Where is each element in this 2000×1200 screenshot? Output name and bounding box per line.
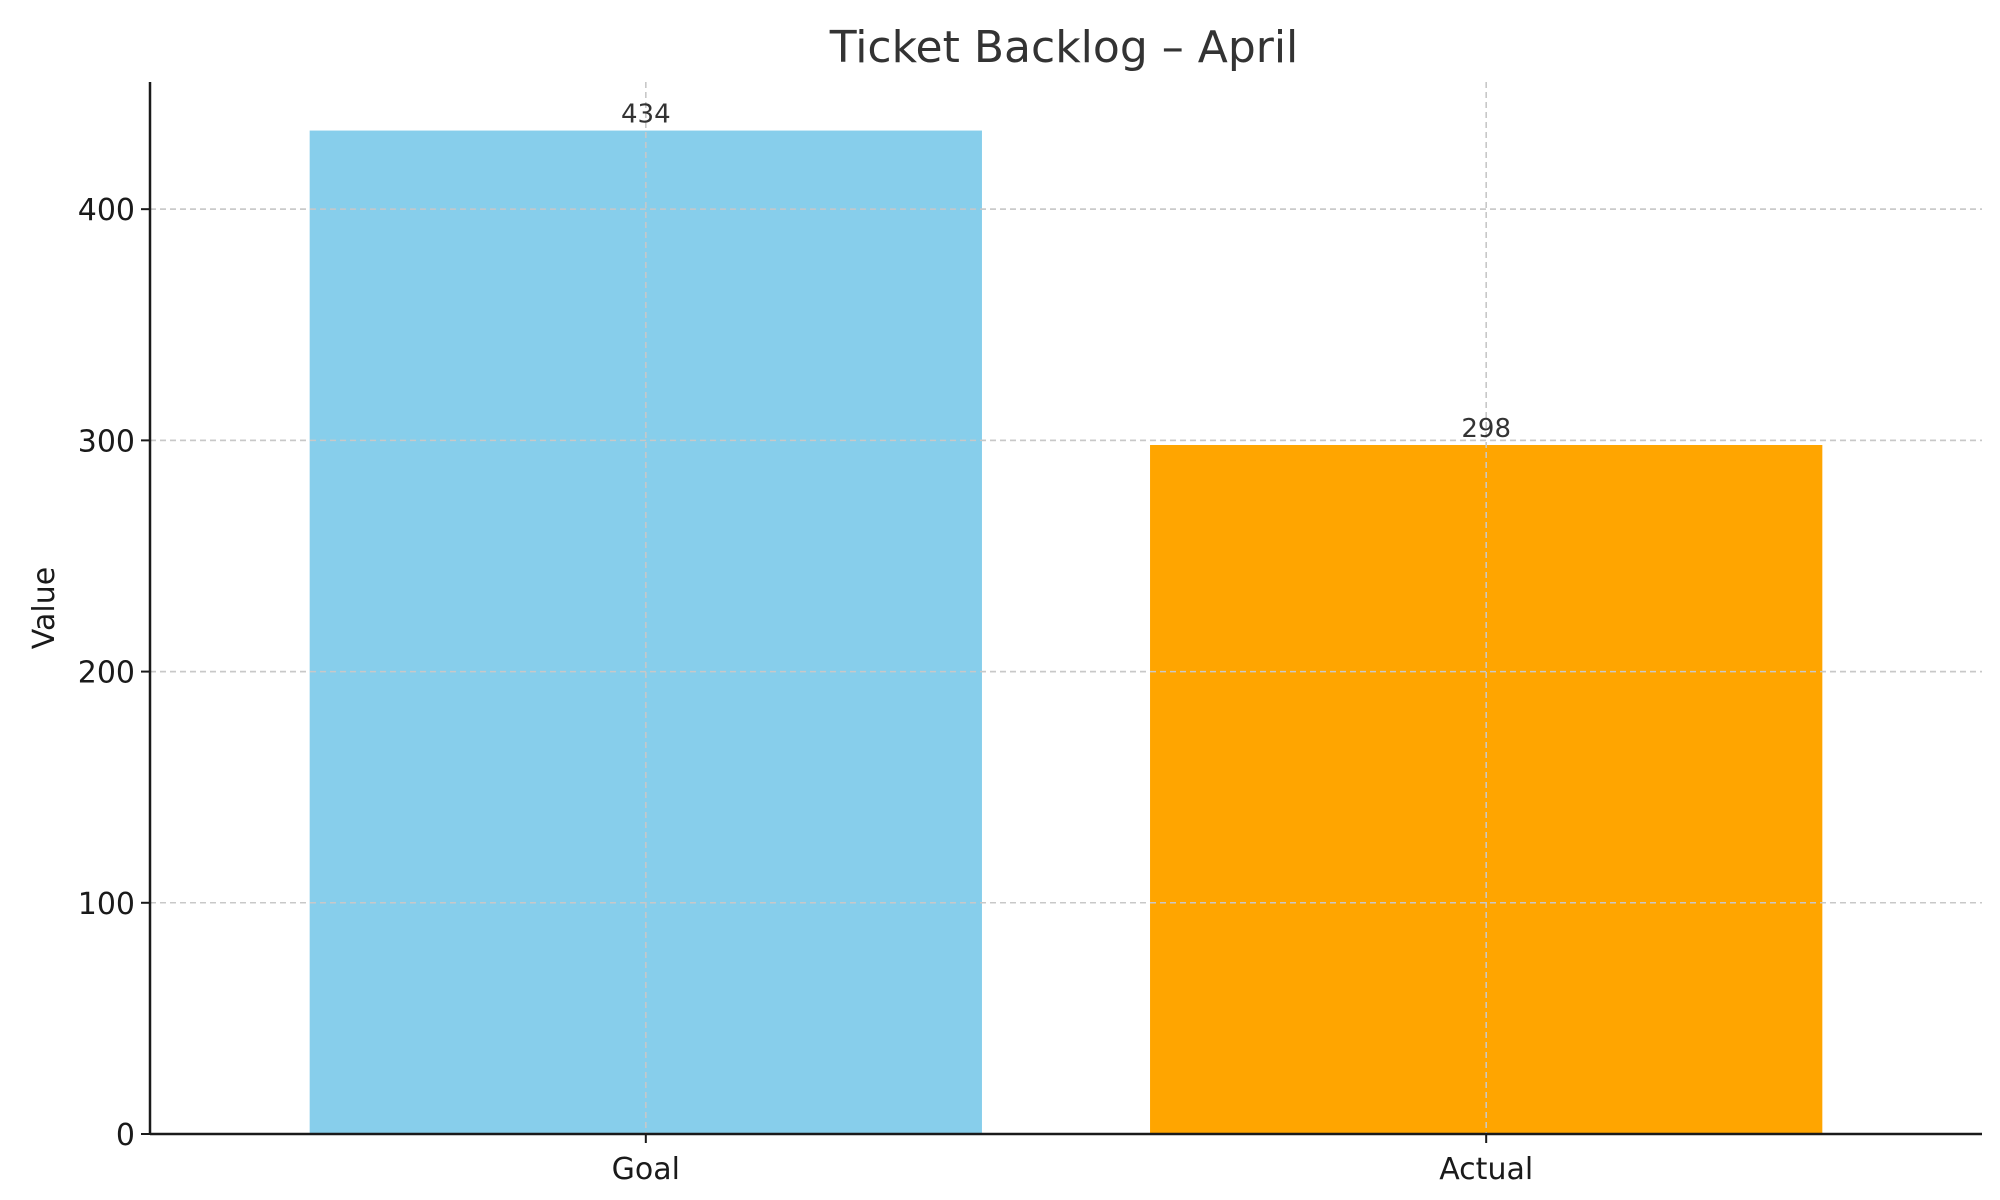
data-label-actual: 298 (1461, 414, 1511, 444)
y-tick-label: 200 (78, 656, 135, 691)
bar-actual (1150, 444, 1823, 1134)
x-tick-label-actual: Actual (1439, 1152, 1533, 1187)
data-label-goal: 434 (621, 100, 671, 130)
y-tick-label: 100 (78, 887, 135, 922)
chart-title: Ticket Backlog – April (829, 22, 1299, 73)
y-tick-label: 300 (78, 424, 135, 459)
bars (150, 82, 1982, 1135)
y-tick-label: 0 (116, 1118, 135, 1153)
y-tick-label: 400 (78, 193, 135, 228)
axes: 0 100 200 300 400 Goal Actual (78, 82, 1982, 1187)
x-tick-label-goal: Goal (612, 1152, 680, 1187)
data-labels: 434 298 (621, 100, 1511, 444)
y-axis-label: Value (27, 567, 62, 649)
